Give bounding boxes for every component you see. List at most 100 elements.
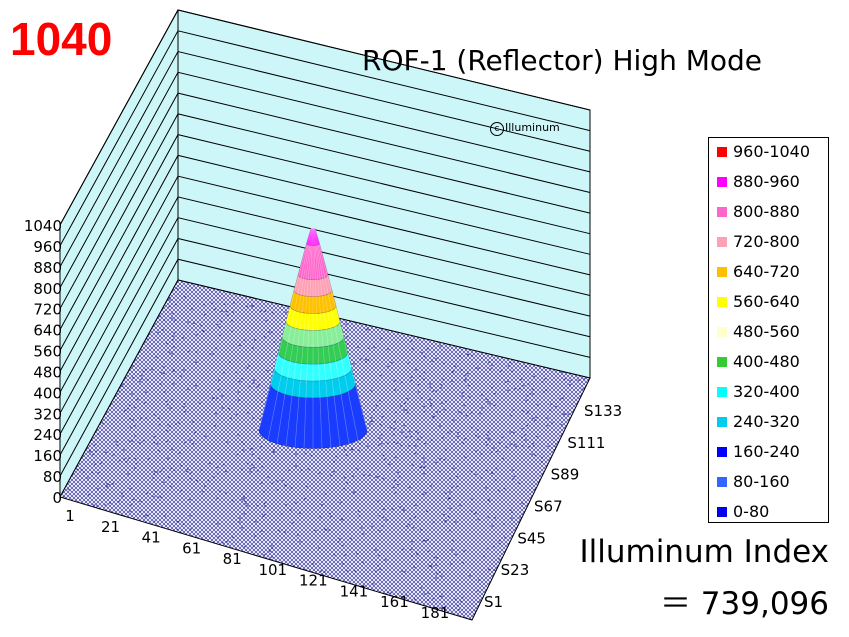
mesh-point <box>307 468 310 470</box>
mesh-point <box>215 412 218 415</box>
mesh-point <box>438 571 441 573</box>
mesh-point <box>204 313 207 316</box>
y-tick-label: S45 <box>517 529 546 547</box>
mesh-point <box>451 371 454 374</box>
mesh-point <box>423 405 426 408</box>
mesh-point <box>478 601 481 603</box>
mesh-point <box>183 296 186 298</box>
mesh-point <box>470 412 473 414</box>
mesh-point <box>341 519 344 521</box>
legend-label: 480-560 <box>733 322 800 341</box>
cone-mesh-line <box>285 227 313 446</box>
mesh-point <box>415 368 418 371</box>
mesh-point <box>448 497 451 500</box>
mesh-point <box>424 442 427 445</box>
mesh-point <box>509 431 512 433</box>
mesh-point <box>208 462 211 465</box>
mesh-point <box>485 398 488 400</box>
mesh-point <box>456 604 459 607</box>
mesh-point <box>168 297 171 299</box>
mesh-point <box>510 517 513 519</box>
y-tick-label: S133 <box>584 402 622 420</box>
wall-gridline <box>59 92 591 309</box>
mesh-point <box>235 371 238 374</box>
mesh-point <box>403 424 406 427</box>
z-tick-label: 960 <box>33 238 62 256</box>
mesh-point <box>422 457 425 459</box>
mesh-point <box>263 514 266 516</box>
z-tick-label: 240 <box>33 426 62 444</box>
mesh-point <box>162 366 165 368</box>
mesh-point <box>167 424 170 426</box>
mesh-point <box>413 598 416 601</box>
mesh-point <box>214 425 217 427</box>
mesh-point <box>222 372 225 374</box>
mesh-point <box>244 503 247 505</box>
mesh-point <box>561 371 564 374</box>
mesh-point <box>401 548 404 551</box>
mesh-point <box>159 470 162 473</box>
mesh-point <box>380 434 383 436</box>
mesh-point <box>507 365 510 367</box>
x-tick-label: 121 <box>299 572 328 590</box>
mesh-point <box>278 529 281 532</box>
mesh-point <box>542 391 545 393</box>
mesh-point <box>425 540 428 542</box>
mesh-point <box>426 348 429 350</box>
mesh-point <box>461 596 464 599</box>
mesh-point <box>459 355 462 357</box>
mesh-point <box>204 485 207 487</box>
mesh-point <box>241 378 244 380</box>
mesh-point <box>486 401 489 403</box>
mesh-point <box>273 341 276 343</box>
y-tick-label: S89 <box>551 466 580 484</box>
mesh-point <box>496 450 499 453</box>
mesh-point <box>358 449 361 452</box>
mesh-point <box>415 552 418 555</box>
mesh-point <box>91 506 94 508</box>
mesh-point <box>87 494 90 496</box>
mesh-point <box>131 365 134 367</box>
legend-swatch <box>717 447 727 457</box>
mesh-point <box>91 453 94 456</box>
mesh-point <box>153 520 156 523</box>
legend-swatch <box>717 297 727 307</box>
mesh-point <box>353 570 356 572</box>
mesh-point <box>444 520 447 523</box>
mesh-point <box>310 454 313 457</box>
mesh-point <box>238 517 241 519</box>
mesh-point <box>128 440 131 442</box>
mesh-point <box>488 499 491 502</box>
mesh-point <box>488 439 491 441</box>
mesh-point <box>381 525 384 527</box>
mesh-point <box>170 317 173 319</box>
cone-mesh-line <box>258 227 312 431</box>
mesh-point <box>89 451 92 453</box>
mesh-point <box>345 323 348 325</box>
mesh-point <box>216 497 219 500</box>
mesh-point <box>428 565 431 567</box>
mesh-point <box>299 541 302 543</box>
mesh-point <box>400 381 403 384</box>
mesh-point <box>391 508 394 510</box>
mesh-point <box>527 410 530 413</box>
mesh-point <box>430 439 433 441</box>
mesh-point <box>320 570 323 572</box>
mesh-point <box>467 384 470 387</box>
mesh-point <box>407 362 410 364</box>
mesh-point <box>405 436 408 438</box>
mesh-point <box>438 470 441 473</box>
mesh-point <box>221 407 224 409</box>
mesh-point <box>449 430 452 433</box>
mesh-point <box>195 361 198 363</box>
mesh-point <box>217 379 220 381</box>
mesh-point <box>242 443 245 445</box>
mesh-point <box>420 587 423 589</box>
mesh-point <box>438 425 441 427</box>
mesh-point <box>173 319 176 321</box>
mesh-point <box>225 310 228 313</box>
mesh-point <box>120 492 123 494</box>
mesh-point <box>249 448 252 450</box>
copyright-credit: c Illuminum <box>490 121 560 136</box>
mesh-point <box>554 405 557 408</box>
